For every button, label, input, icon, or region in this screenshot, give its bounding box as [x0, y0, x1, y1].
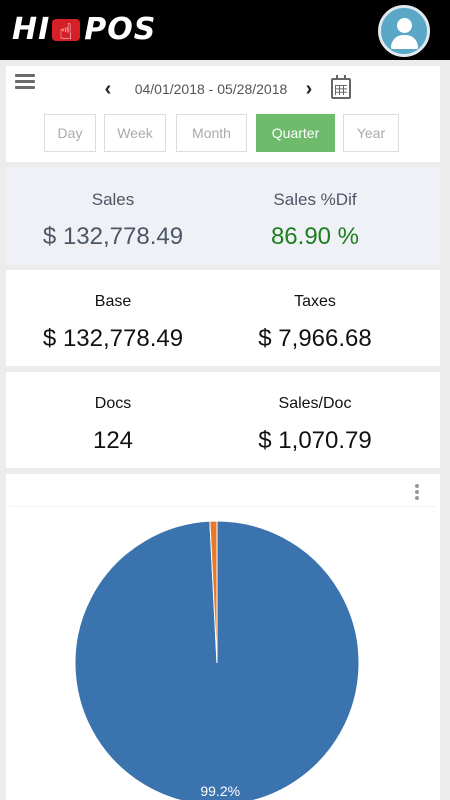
sales-value: $ 132,778.49: [42, 223, 184, 250]
base-value: $ 132,778.49: [42, 325, 184, 352]
logo-text-right: POS: [84, 12, 157, 47]
chevron-left-icon[interactable]: ‹: [104, 78, 112, 100]
sales-pie-chart-card: 99.2%: [6, 474, 440, 800]
sales-dif-value: 86.90 %: [270, 223, 360, 250]
hand-pointer-icon: ☝: [52, 15, 82, 45]
calendar-icon[interactable]: [331, 75, 351, 99]
taxes-stat: Taxes $ 7,966.68: [210, 292, 420, 354]
sales-dif-label: Sales %Dif: [273, 190, 357, 209]
date-filter-card: ‹ 04/01/2018 - 05/28/2018 › Day Week Mon…: [6, 66, 440, 162]
taxes-label: Taxes: [294, 293, 336, 310]
date-range-label[interactable]: 04/01/2018 - 05/28/2018: [134, 81, 288, 97]
docs-label: Docs: [94, 395, 132, 412]
sales-per-doc-value: $ 1,070.79: [258, 427, 372, 454]
pie-slice[interactable]: [74, 520, 360, 800]
period-button-week[interactable]: Week: [104, 114, 166, 152]
logo-text-left: HI: [12, 12, 51, 47]
sales-stat: Sales $ 132,778.49: [8, 190, 218, 252]
base-label: Base: [94, 293, 132, 310]
sales-summary-card: Sales $ 132,778.49 Sales %Dif 86.90 %: [6, 168, 440, 264]
sales-dif-stat: Sales %Dif 86.90 %: [210, 190, 420, 252]
docs-card: Docs 124 Sales/Doc $ 1,070.79: [6, 372, 440, 468]
docs-value: 124: [92, 427, 134, 454]
pie-chart: 99.2%: [74, 520, 360, 800]
pie-chart-area: 99.2%: [10, 506, 436, 800]
period-button-month[interactable]: Month: [176, 114, 247, 152]
taxes-value: $ 7,966.68: [258, 325, 372, 352]
user-avatar-icon[interactable]: [378, 5, 430, 57]
period-button-quarter[interactable]: Quarter: [256, 114, 335, 152]
chevron-right-icon[interactable]: ›: [305, 78, 313, 100]
base-taxes-card: Base $ 132,778.49 Taxes $ 7,966.68: [6, 270, 440, 366]
sales-per-doc-label: Sales/Doc: [278, 395, 352, 412]
hamburger-menu-icon[interactable]: [15, 74, 35, 90]
sales-per-doc-stat: Sales/Doc $ 1,070.79: [210, 394, 420, 456]
more-options-icon[interactable]: [415, 484, 419, 502]
pie-slice[interactable]: [209, 520, 218, 664]
base-stat: Base $ 132,778.49: [8, 292, 218, 354]
app-header: HI ☝ POS: [0, 0, 450, 60]
docs-stat: Docs 124: [8, 394, 218, 456]
sales-label: Sales: [91, 190, 135, 209]
period-button-year[interactable]: Year: [343, 114, 399, 152]
hipos-logo: HI ☝ POS: [12, 12, 156, 48]
pie-slice-label: 99.2%: [200, 783, 240, 799]
period-button-day[interactable]: Day: [44, 114, 96, 152]
